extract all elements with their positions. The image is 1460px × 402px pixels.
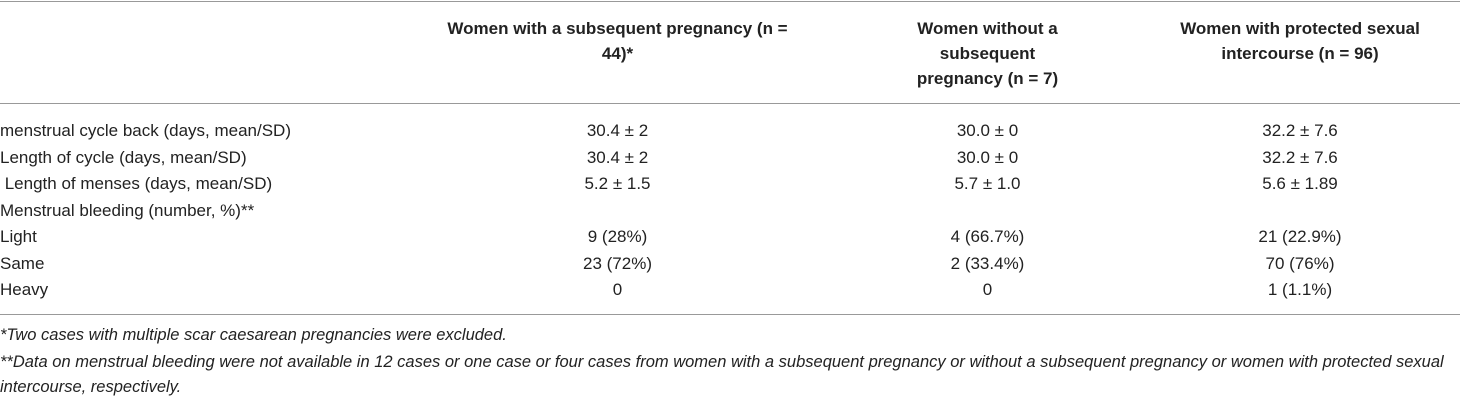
- cell: 9 (28%): [587, 227, 648, 247]
- header-row: Women with a subsequent pregnancy (n = 4…: [0, 2, 1460, 104]
- cell: 23 (72%): [583, 253, 652, 273]
- row-label: Heavy: [0, 280, 49, 300]
- row-label: Menstrual bleeding (number, %)**: [0, 200, 255, 220]
- row-label: Light: [0, 227, 37, 247]
- cell: 5.7 ± 1.0: [954, 174, 1021, 194]
- row-label: Same: [0, 253, 45, 273]
- cell: 5.6 ± 1.89: [1262, 174, 1338, 194]
- cell: 2 (33.4%): [950, 253, 1025, 273]
- empty-cell: [1140, 198, 1460, 225]
- table-header: Women with a subsequent pregnancy (n = 4…: [0, 2, 1460, 104]
- column-header: Women without a subsequent pregnancy (n …: [835, 2, 1140, 104]
- table-body: menstrual cycle back (days, mean/SD) 30.4…: [0, 104, 1460, 315]
- cell: 70 (76%): [1265, 253, 1335, 273]
- cell: 0: [612, 280, 623, 300]
- footnotes: *Two cases with multiple scar caesarean …: [0, 323, 1460, 400]
- table-row: Heavy 0 0 1 (1.1%): [0, 277, 1460, 314]
- table-row: Light 9 (28%) 4 (66.7%) 21 (22.9%): [0, 224, 1460, 251]
- cell: 30.4 ± 2: [586, 121, 649, 141]
- cell: 32.2 ± 7.6: [1262, 121, 1338, 141]
- row-label: menstrual cycle back (days, mean/SD): [0, 121, 291, 141]
- cell: 21 (22.9%): [1258, 227, 1342, 247]
- column-header-text: Women with protected sexual intercourse …: [1180, 19, 1420, 63]
- table-row: Length of menses (days, mean/SD) 5.2 ± 1.…: [0, 171, 1460, 198]
- row-label: Length of cycle (days, mean/SD): [0, 147, 247, 167]
- column-header: Women with a subsequent pregnancy (n = 4…: [400, 2, 835, 104]
- row-label: Length of menses (days, mean/SD): [0, 174, 273, 194]
- column-header: Women with protected sexual intercourse …: [1140, 2, 1460, 104]
- empty-cell: [835, 198, 1140, 225]
- column-header-text: Women without a subsequent pregnancy (n …: [916, 19, 1059, 88]
- cell: 5.2 ± 1.5: [584, 174, 651, 194]
- footnote: **Data on menstrual bleeding were not av…: [0, 352, 1444, 396]
- cell: 30.0 ± 0: [956, 147, 1019, 167]
- cell: 30.0 ± 0: [956, 121, 1019, 141]
- cell: 4 (66.7%): [950, 227, 1025, 247]
- table-row: Menstrual bleeding (number, %)**: [0, 198, 1460, 225]
- footnote: *Two cases with multiple scar caesarean …: [0, 325, 507, 344]
- header-corner: [0, 2, 400, 104]
- table-row: menstrual cycle back (days, mean/SD) 30.4…: [0, 104, 1460, 145]
- table-row: Same 23 (72%) 2 (33.4%) 70 (76%): [0, 251, 1460, 278]
- table-row: Length of cycle (days, mean/SD) 30.4 ± 2 3…: [0, 145, 1460, 172]
- column-header-text: Women with a subsequent pregnancy (n = 4…: [447, 19, 788, 63]
- empty-cell: [400, 198, 835, 225]
- cell: 30.4 ± 2: [586, 147, 649, 167]
- table: Women with a subsequent pregnancy (n = 4…: [0, 1, 1460, 315]
- cell: 32.2 ± 7.6: [1262, 147, 1338, 167]
- cell: 1 (1.1%): [1267, 280, 1333, 300]
- cell: 0: [982, 280, 993, 300]
